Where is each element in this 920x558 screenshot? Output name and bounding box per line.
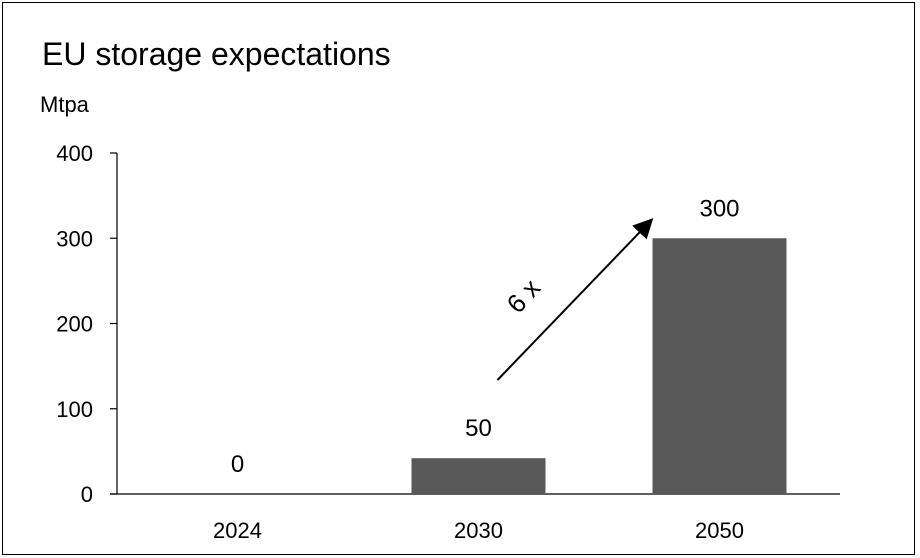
y-tick-label: 400 bbox=[56, 141, 93, 166]
y-tick-label: 100 bbox=[56, 397, 93, 422]
data-label: 50 bbox=[465, 415, 492, 442]
growth-arrow bbox=[496, 218, 654, 381]
growth-multiplier-label: 6 x bbox=[501, 273, 547, 319]
y-axis-unit-label: Mtpa bbox=[40, 92, 89, 117]
data-label: 0 bbox=[231, 451, 244, 478]
x-tick-label: 2024 bbox=[213, 518, 262, 543]
bar bbox=[652, 238, 787, 494]
y-tick-label: 200 bbox=[56, 312, 93, 337]
x-tick-label: 2050 bbox=[695, 518, 744, 543]
x-tick-label: 2030 bbox=[454, 518, 503, 543]
y-tick-label: 0 bbox=[81, 482, 93, 507]
data-label: 300 bbox=[699, 195, 739, 222]
y-tick-label: 300 bbox=[56, 226, 93, 251]
bar bbox=[411, 458, 546, 494]
chart-title: EU storage expectations bbox=[42, 36, 391, 72]
